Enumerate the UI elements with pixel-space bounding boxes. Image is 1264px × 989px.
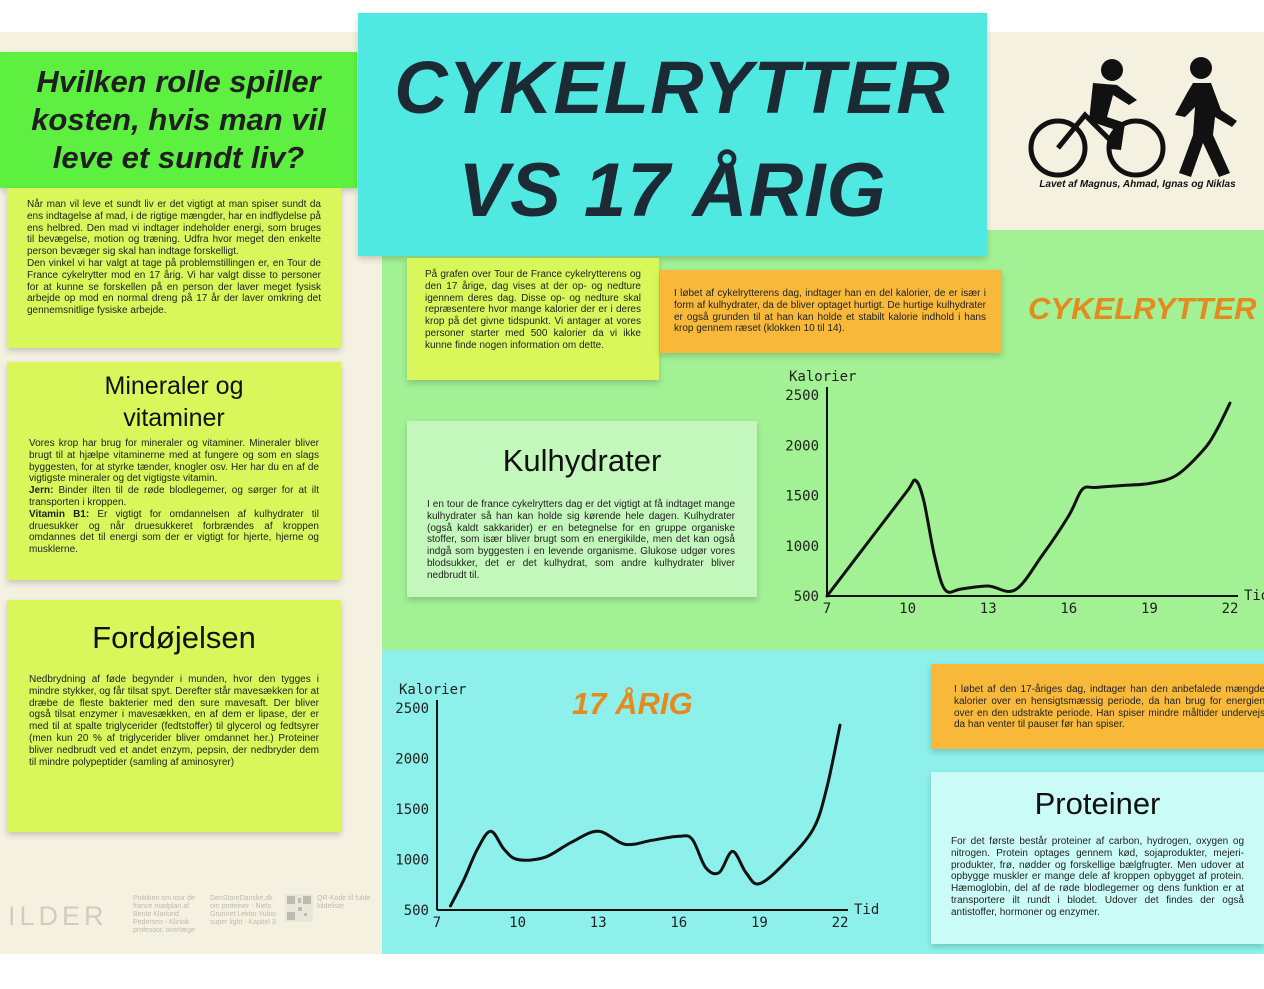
cyclist-note-text: I løbet af cykelrytterens dag, indtager …	[674, 288, 986, 335]
source-1: Politiken om tour de france madplan af B…	[133, 895, 195, 934]
y-tick-label: 1500	[785, 489, 819, 505]
x-tick-label: 10	[899, 601, 916, 617]
source-qr-note: QR-Kode til fulde kildeliste	[317, 895, 371, 910]
teen-series-line	[448, 723, 842, 908]
iron-entry: Jern: Binder ilten til de røde blodlegem…	[29, 485, 319, 509]
carbs-heading: Kulhydrater	[502, 443, 662, 478]
sources-area: ILDER Politiken om tour de france madpla…	[0, 874, 380, 954]
y-tick-label: 2000	[785, 438, 819, 454]
credit-text: Lavet af Magnus, Ahmad, Ignas og Niklas	[1039, 179, 1236, 190]
intro-paragraph-1: Når man vil leve et sundt liv er det vig…	[27, 199, 321, 258]
cyclist-icon	[1028, 59, 1166, 178]
source-2: DenStoreDanske.dk om proteiner - Niels G…	[210, 895, 277, 926]
x-tick-label: 19	[751, 915, 768, 931]
vitamin-b1-text: Er vigtigt for omdannelsen af kulhydrate…	[29, 508, 319, 556]
cyclist-chart-axes	[826, 387, 1238, 597]
teen-chart: 500 1000 1500 2000 2500 7 10 13 16 19 22 Kalorier Ti…	[395, 682, 879, 931]
iron-label: Jern:	[29, 485, 54, 497]
x-tick-label: 22	[1222, 601, 1239, 617]
digestion-heading: Fordøjelsen	[92, 620, 256, 655]
digestion-paragraph: Nedbrydning af føde begynder i munden, h…	[29, 674, 319, 768]
y-tick-label: 2500	[785, 388, 819, 404]
cyclist-walker-logo	[1028, 57, 1237, 178]
x-tick-label: 10	[509, 915, 526, 931]
protein-box: Proteiner For det første består proteine…	[931, 772, 1264, 944]
x-tick-label: 16	[1060, 601, 1077, 617]
teen-label: 17 ÅRIG	[572, 686, 693, 721]
title-line-1: CYKELRYTTER	[394, 46, 951, 129]
minerals-heading-line-2: vitaminer	[123, 404, 225, 432]
cyclist-series-line	[825, 401, 1232, 598]
x-tick-label: 13	[590, 915, 607, 931]
x-axis-label: Tid	[1244, 588, 1264, 604]
walker-icon	[1175, 57, 1237, 177]
sources-heading: ILDER	[8, 901, 108, 931]
y-tick-label: 500	[404, 903, 429, 919]
iron-text: Binder ilten til de røde blodlegemer, og…	[29, 485, 319, 508]
digestion-box: Fordøjelsen Nedbrydning af føde begynder…	[7, 600, 341, 832]
teen-note-box: I løbet af den 17-åriges dag, indtager h…	[931, 664, 1264, 749]
graph-note-box: På grafen over Tour de France cykelrytte…	[407, 258, 659, 380]
x-tick-label: 7	[433, 915, 441, 931]
x-axis-label: Tid	[854, 902, 879, 918]
teen-chart-axes	[436, 700, 848, 911]
y-tick-label: 500	[794, 589, 819, 605]
question-text: Hvilken rolle spiller kosten, hvis man v…	[31, 64, 326, 175]
x-tick-label: 7	[823, 601, 831, 617]
minerals-heading-line-1: Mineraler og	[104, 372, 244, 400]
protein-paragraph: For det første består proteiner af carbo…	[951, 836, 1244, 918]
carbs-paragraph: I en tour de france cykelrytters dag er …	[427, 499, 735, 581]
y-tick-label: 2500	[395, 701, 429, 717]
title-banner: CYKELRYTTER VS 17 ÅRIG	[358, 13, 987, 256]
y-axis-label: Kalorier	[399, 682, 466, 698]
title-line-2: VS 17 ÅRIG	[458, 148, 887, 233]
carbs-box: Kulhydrater I en tour de france cykelryt…	[407, 421, 757, 597]
intro-paragraph-2: Den vinkel vi har valgt at tage på probl…	[27, 257, 321, 317]
y-axis-label: Kalorier	[789, 369, 856, 385]
y-tick-label: 1500	[395, 802, 429, 818]
cyclist-note-box: I løbet af cykelrytterens dag, indtager …	[660, 270, 1002, 353]
vitamin-b1-label: Vitamin B1:	[29, 508, 90, 520]
intro-box: Når man vil leve et sundt liv er det vig…	[7, 188, 341, 348]
graph-note-text: På grafen over Tour de France cykelrytte…	[425, 269, 641, 351]
x-tick-label: 13	[980, 601, 997, 617]
teen-note-text: I løbet af den 17-åriges dag, indtager h…	[954, 684, 1264, 731]
minerals-heading: Mineraler og vitaminer	[7, 370, 341, 434]
cyclist-chart: 500 1000 1500 2000 2500 7 10 13 16 19 22 Kalorier Ti…	[785, 369, 1264, 617]
minerals-box: Mineraler og vitaminer Vores krop har br…	[7, 362, 341, 580]
cyclist-label: CYKELRYTTER	[1028, 291, 1257, 326]
protein-heading: Proteiner	[1034, 786, 1161, 821]
y-tick-label: 2000	[395, 752, 429, 768]
x-tick-label: 16	[670, 915, 687, 931]
x-tick-label: 19	[1141, 601, 1158, 617]
y-tick-label: 1000	[395, 853, 429, 869]
minerals-body: Vores krop har brug for mineraler og vit…	[7, 434, 341, 556]
minerals-paragraph: Vores krop har brug for mineraler og vit…	[29, 438, 319, 485]
question-banner: Hvilken rolle spiller kosten, hvis man v…	[0, 52, 357, 188]
x-tick-label: 22	[832, 915, 849, 931]
vitamin-b1-entry: Vitamin B1: Er vigtigt for omdannelsen a…	[29, 509, 319, 556]
qr-code-icon	[285, 894, 313, 922]
y-tick-label: 1000	[785, 539, 819, 555]
